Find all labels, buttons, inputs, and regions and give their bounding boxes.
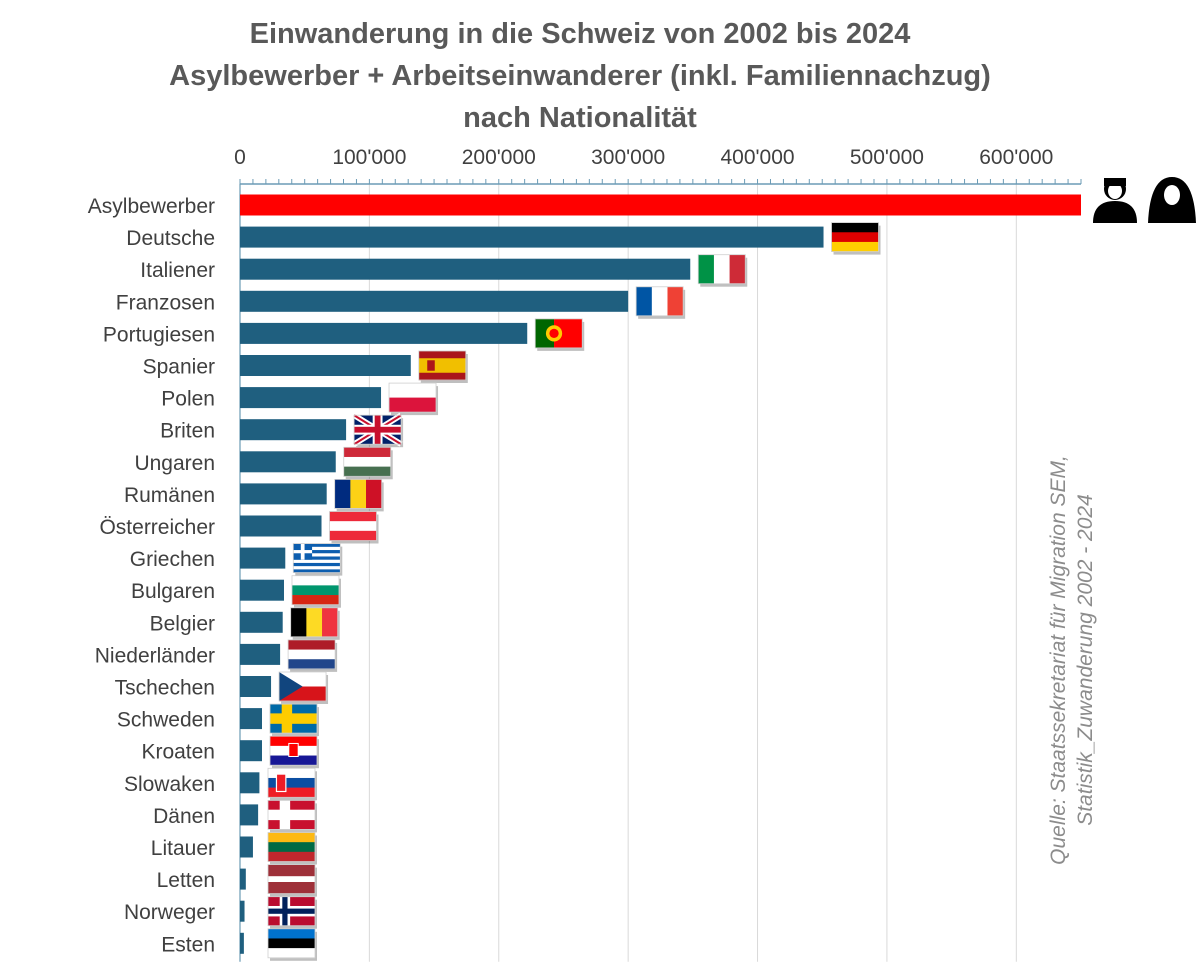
bar-hungary [240,451,336,473]
category-label: Esten [161,933,215,956]
bar-spain [240,355,411,376]
bar-croatia [240,740,262,762]
flag-latvia [267,864,317,897]
chart-subtitle: Asylbewerber + Arbeitseinwanderer (inkl.… [169,60,991,92]
flag-estonia [267,928,317,961]
flag-netherlands [287,639,338,672]
man-icon [1093,178,1137,223]
bar-netherlands [240,643,281,665]
category-label: Kroaten [141,741,215,764]
category-label: Letten [157,869,215,892]
bar-sweden [240,708,262,730]
source-line-2: Statistik_Zuwanderung 2002 - 2024 [1074,494,1097,826]
category-label: Asylbewerber [88,195,215,218]
bar-belgium [240,611,283,633]
category-label: Rumänen [124,484,215,507]
flag-austria [329,511,379,544]
bar-bulgaria [240,579,284,601]
category-label: Franzosen [116,291,215,314]
woman-headscarf-icon [1148,177,1196,223]
flag-czechia [278,671,329,704]
bar-italy [240,258,691,280]
flag-germany [831,222,881,255]
bar-norway [240,900,245,922]
flag-denmark [267,800,317,833]
flag-france [635,286,686,319]
category-label: Tschechen [115,677,215,700]
category-label: Portugiesen [103,323,215,346]
source-line-1: Quelle: Staatssekretariat für Migration … [1047,455,1070,865]
x-tick-label: 500'000 [850,146,924,169]
flag-greece [292,543,343,576]
bar-uk [240,419,347,441]
x-tick-label: 200'000 [462,146,536,169]
bar-portugal [240,322,528,344]
flag-portugal [534,318,585,351]
flag-norway [267,896,317,929]
bar-austria [240,515,322,537]
bar-germany [240,226,824,248]
flag-belgium [290,607,340,640]
category-label: Slowaken [124,773,215,796]
bar-asylum-icons [240,194,1081,216]
x-tick-label: 0 [234,146,246,169]
bar-denmark [240,804,259,826]
category-label: Dänen [153,805,215,828]
x-tick-label: 300'000 [591,146,665,169]
category-label: Schweden [117,709,215,732]
x-tick-label: 600'000 [979,146,1053,169]
bar-slovakia [240,772,260,794]
flag-hungary [343,446,393,480]
flag-sweden [269,703,319,737]
category-label: Norweger [124,901,215,924]
category-label: Ungaren [134,452,215,475]
category-label: Belgier [150,612,215,635]
category-label: Österreicher [99,516,215,539]
category-label: Griechen [130,548,215,571]
category-label: Bulgaren [131,580,215,603]
category-label: Deutsche [126,227,215,250]
bar-estonia [240,932,244,954]
x-tick-label: 100'000 [332,146,406,169]
x-tick-label: 400'000 [720,146,794,169]
category-label: Italiener [140,259,215,282]
flag-slovakia [267,767,317,801]
flag-spain [418,350,468,383]
category-label: Briten [160,420,215,443]
flag-uk [352,412,404,448]
flag-italy [697,254,748,287]
flag-bulgaria [291,575,341,608]
chart-subtitle-2: nach Nationalität [463,102,697,134]
category-label: Spanier [143,356,215,379]
bar-france [240,290,629,312]
asylum-icons [1093,177,1196,223]
bar-latvia [240,868,246,890]
bar-romania [240,483,327,505]
bar-poland [240,387,382,409]
flag-poland [388,382,439,416]
chart-title: Einwanderung in die Schweiz von 2002 bis… [249,18,911,50]
category-label: Polen [161,388,215,411]
bar-czechia [240,676,272,697]
bar-lithuania [240,836,253,858]
flag-romania [334,478,384,512]
category-label: Litauer [151,837,215,860]
bar-greece [240,547,286,569]
flag-croatia [269,735,319,769]
category-label: Niederländer [95,644,215,667]
flag-lithuania [267,832,317,865]
